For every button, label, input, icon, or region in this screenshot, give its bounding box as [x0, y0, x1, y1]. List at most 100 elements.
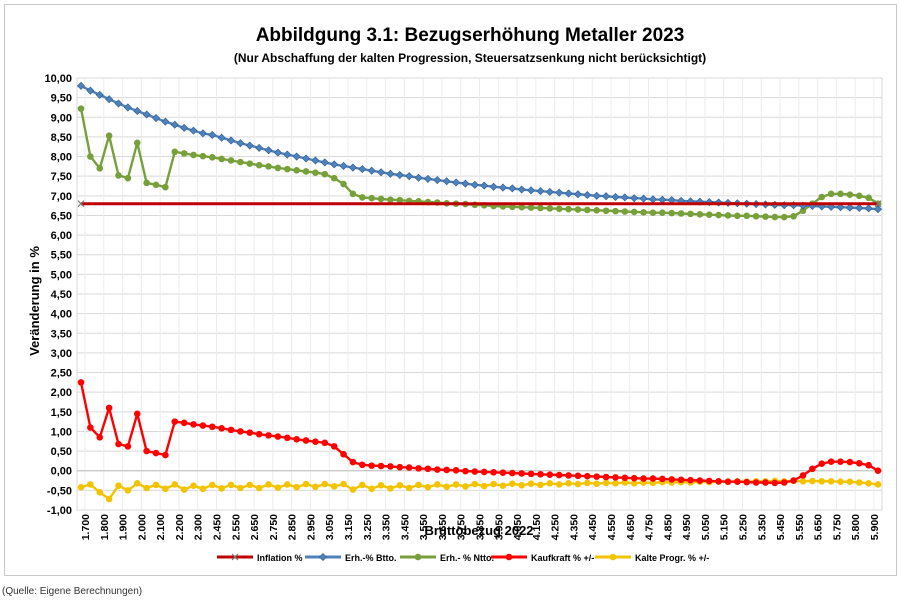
data-point: [312, 483, 319, 491]
data-point: [302, 437, 310, 444]
data-point: [452, 467, 460, 474]
data-point: [86, 86, 95, 95]
legend-label: Inflation %: [257, 553, 303, 563]
data-point: [246, 481, 254, 489]
data-point: [405, 464, 413, 471]
data-point: [593, 207, 601, 214]
x-tick-label: 5.800: [850, 514, 862, 540]
data-point: [340, 450, 347, 458]
y-axis-label: Veränderung in %: [27, 246, 42, 356]
data-point: [161, 117, 170, 126]
x-tick-label: 1.800: [99, 514, 111, 540]
data-point: [668, 476, 676, 483]
legend-swatch-marker: [609, 553, 617, 561]
data-point: [321, 170, 329, 178]
x-tick-label: 4.750: [644, 514, 656, 540]
data-point: [124, 174, 132, 182]
data-point: [537, 204, 544, 212]
data-point: [151, 114, 161, 123]
data-point: [274, 433, 282, 440]
data-point: [555, 481, 563, 488]
x-tick-label: 5.150: [719, 514, 731, 540]
data-point: [621, 479, 629, 486]
y-tick-label: 7,00: [51, 191, 72, 203]
data-point: [480, 181, 489, 190]
data-point: [87, 481, 94, 488]
data-point: [705, 477, 713, 485]
data-point: [620, 193, 629, 202]
data-point: [264, 146, 273, 155]
data-point: [873, 205, 883, 214]
line-chart: Abbildgung 3.1: Bezugserhöhung Metaller …: [27, 25, 883, 563]
x-tick-label: 5.050: [700, 514, 712, 540]
data-point: [612, 474, 619, 481]
data-point: [565, 479, 572, 487]
data-point: [470, 180, 479, 189]
x-tick-label: 5.650: [813, 514, 825, 540]
data-point: [340, 180, 347, 188]
data-point: [677, 476, 685, 484]
x-tick-label: 3.850: [475, 514, 487, 540]
data-point: [836, 203, 845, 212]
data-point: [142, 110, 151, 119]
data-point: [734, 478, 741, 486]
data-point: [180, 123, 189, 132]
data-point: [827, 458, 835, 465]
x-tick-label: 2.650: [249, 514, 261, 540]
data-point: [743, 212, 751, 220]
data-point: [545, 187, 554, 196]
data-point: [96, 434, 104, 441]
data-point: [321, 480, 329, 488]
data-point: [143, 447, 150, 455]
data-point: [818, 193, 826, 201]
data-point: [602, 479, 610, 487]
data-point: [527, 470, 535, 478]
data-point: [640, 209, 647, 216]
data-point: [630, 474, 638, 482]
source-note: (Quelle: Eigene Berechnungen): [2, 586, 143, 597]
data-point: [509, 480, 516, 487]
x-tick-label: 2.550: [230, 514, 242, 540]
y-tick-label: 6,50: [51, 210, 72, 222]
data-point: [471, 468, 479, 475]
data-point: [96, 489, 104, 496]
x-tick-label: 5.450: [775, 514, 787, 540]
data-point: [330, 443, 338, 450]
data-point: [855, 479, 863, 486]
data-point: [274, 164, 282, 172]
y-tick-label: 1,00: [51, 426, 72, 438]
data-point: [518, 481, 525, 489]
y-tick-label: 9,00: [51, 112, 72, 124]
data-point: [152, 481, 160, 489]
data-point: [367, 166, 376, 175]
data-point: [630, 208, 638, 216]
data-point: [348, 163, 357, 172]
x-tick-label: 2.100: [155, 514, 167, 540]
legend-item: Inflation %: [217, 553, 303, 563]
data-point: [518, 203, 525, 211]
data-point: [874, 200, 882, 208]
data-point: [237, 484, 244, 492]
data-point: [358, 194, 366, 201]
data-point: [640, 475, 647, 482]
data-point: [377, 168, 386, 177]
data-point: [170, 120, 179, 129]
x-tick-label: 4.550: [606, 514, 618, 540]
data-point: [771, 213, 779, 221]
data-point: [283, 150, 292, 159]
data-point: [77, 200, 85, 208]
data-point: [368, 194, 375, 202]
data-point: [395, 170, 404, 180]
series-group: [77, 200, 882, 208]
legend-swatch-marker: [505, 553, 513, 561]
data-point: [855, 459, 863, 467]
data-point: [77, 105, 85, 112]
data-point: [227, 157, 235, 164]
x-tick-label: 3.550: [418, 514, 430, 540]
x-tick-label: 2.000: [136, 514, 148, 540]
y-tick-label: 4,00: [51, 309, 72, 321]
data-point: [302, 480, 310, 488]
y-tick-label: 8,00: [51, 152, 72, 164]
data-point: [87, 424, 94, 431]
data-point: [208, 481, 216, 489]
